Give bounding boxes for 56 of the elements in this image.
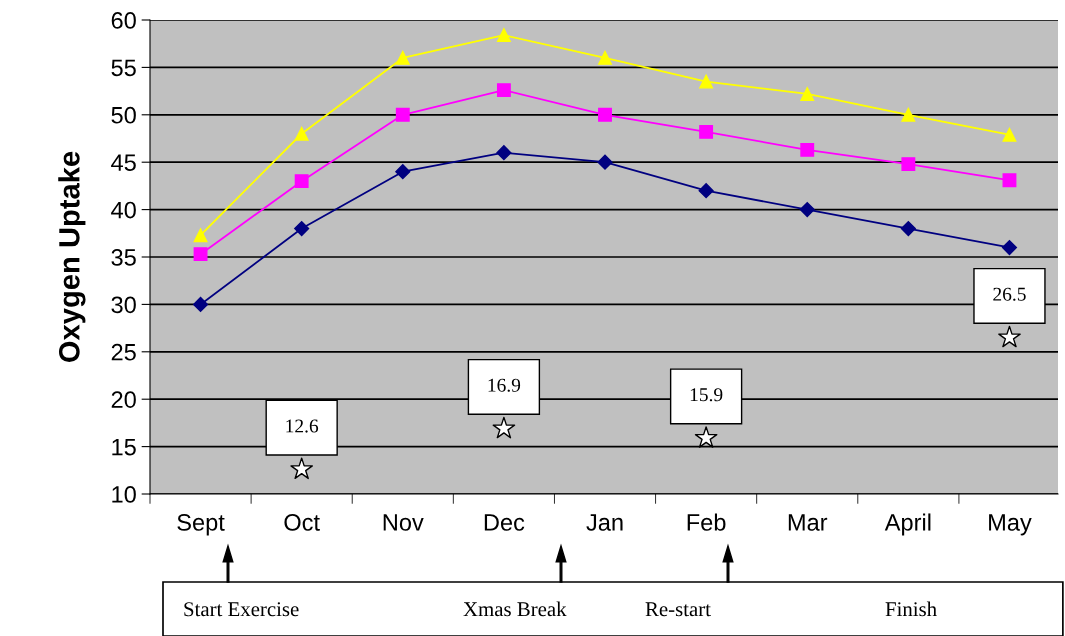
y-tick-label: 15	[112, 438, 136, 456]
x-tick-label: Mar	[788, 514, 828, 531]
text: Xmas Break	[463, 601, 567, 617]
y-tick-label: 35	[111, 249, 136, 266]
point	[800, 142, 815, 157]
x-tick-label: Feb	[687, 513, 726, 531]
data-label: 15.9	[690, 388, 723, 402]
point	[395, 50, 410, 65]
point	[799, 202, 815, 218]
text: Start Exercise	[184, 602, 299, 617]
text: Finish	[885, 601, 937, 617]
point	[496, 145, 512, 161]
point	[496, 83, 511, 98]
point	[901, 107, 916, 122]
point	[699, 74, 714, 89]
data-label: 12.6	[286, 419, 319, 433]
data-label: 26.5	[993, 287, 1026, 301]
point	[496, 28, 511, 43]
x-tick-label: Oct	[284, 514, 320, 531]
y-tick-label: 45	[111, 154, 136, 171]
point	[294, 174, 309, 189]
point	[901, 157, 916, 172]
point	[193, 228, 208, 243]
y-tick-label: 60	[111, 12, 136, 29]
data-label: 16.9	[488, 378, 521, 392]
y-tick-label: 40	[111, 201, 136, 219]
y-tick-label: 20	[111, 391, 136, 408]
point	[294, 220, 310, 237]
y-tick-label: 25	[111, 343, 136, 361]
point	[800, 86, 815, 101]
point	[395, 107, 410, 122]
point	[598, 107, 612, 122]
point	[1002, 127, 1017, 142]
y-tick-label: 10	[112, 486, 136, 503]
point	[395, 164, 411, 180]
point	[698, 183, 714, 199]
y-axis-title: Oxygen Uptake	[58, 151, 86, 362]
point	[193, 247, 208, 262]
text: Re-start	[645, 602, 711, 617]
point	[900, 220, 916, 237]
point	[1002, 173, 1017, 188]
x-tick-label: Nov	[383, 514, 424, 531]
point	[1001, 239, 1018, 256]
x-tick-label: Dec	[484, 514, 525, 531]
point	[699, 124, 714, 139]
point	[294, 126, 309, 141]
x-tick-label: May	[989, 514, 1032, 536]
point	[598, 50, 612, 65]
point	[192, 296, 209, 312]
y-tick-label: 50	[111, 106, 136, 124]
y-tick-label: 55	[111, 59, 136, 77]
x-tick-label: Jan	[586, 514, 623, 531]
x-tick-label: April	[884, 513, 931, 536]
point	[597, 154, 613, 170]
x-tick-label: Sept	[177, 514, 225, 536]
y-tick-label: 30	[111, 296, 136, 314]
